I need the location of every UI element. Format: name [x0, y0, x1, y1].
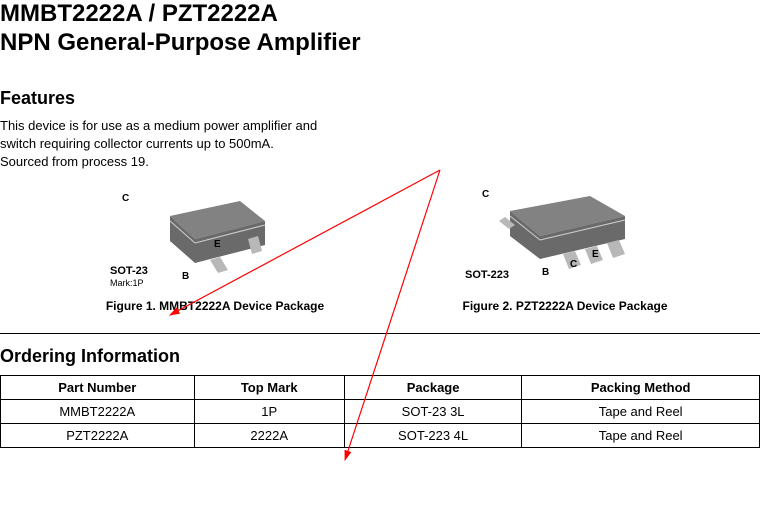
- sot23-label: SOT-23 Mark:1P: [110, 265, 148, 289]
- pin-collector-label: C: [122, 193, 129, 204]
- sot23-mark: Mark:1P: [110, 278, 144, 288]
- pin-base-label: B: [182, 271, 189, 282]
- package-figures: C E B SOT-23 Mark:1P Figure 1. MMBT2222A…: [100, 181, 760, 313]
- col-part-number: Part Number: [1, 376, 195, 400]
- section-divider: [0, 333, 760, 334]
- package-sot23: C E B SOT-23 Mark:1P Figure 1. MMBT2222A…: [100, 181, 330, 313]
- table-row: MMBT2222A 1P SOT-23 3L Tape and Reel: [1, 400, 760, 424]
- cell: SOT-23 3L: [344, 400, 521, 424]
- pin-collector-label-2: C: [482, 189, 489, 200]
- page-title-line1: MMBT2222A / PZT2222A: [0, 0, 760, 29]
- features-text: This device is for use as a medium power…: [0, 117, 320, 172]
- col-package: Package: [344, 376, 521, 400]
- col-packing-method: Packing Method: [522, 376, 760, 400]
- table-row: PZT2222A 2222A SOT-223 4L Tape and Reel: [1, 424, 760, 448]
- pin-collector-label-3: C: [570, 259, 577, 270]
- page-title-line2: NPN General-Purpose Amplifier: [0, 29, 760, 58]
- pin-base-label-2: B: [542, 267, 549, 278]
- sot23-name: SOT-23: [110, 265, 148, 277]
- cell: PZT2222A: [1, 424, 195, 448]
- cell: 1P: [194, 400, 344, 424]
- cell: Tape and Reel: [522, 400, 760, 424]
- pin-emitter-label: E: [214, 239, 221, 250]
- cell: SOT-223 4L: [344, 424, 521, 448]
- ordering-heading: Ordering Information: [0, 346, 760, 367]
- sot223-label: SOT-223: [465, 269, 509, 281]
- col-top-mark: Top Mark: [194, 376, 344, 400]
- ordering-table: Part Number Top Mark Package Packing Met…: [0, 375, 760, 448]
- sot223-icon: [485, 181, 645, 281]
- features-heading: Features: [0, 88, 760, 109]
- cell: 2222A: [194, 424, 344, 448]
- table-header-row: Part Number Top Mark Package Packing Met…: [1, 376, 760, 400]
- pin-emitter-label-2: E: [592, 249, 599, 260]
- package-sot223: C E C B SOT-223 Figure 2. PZT2222A Devic…: [450, 181, 680, 313]
- figure1-caption: Figure 1. MMBT2222A Device Package: [100, 299, 330, 313]
- figure2-caption: Figure 2. PZT2222A Device Package: [450, 299, 680, 313]
- cell: MMBT2222A: [1, 400, 195, 424]
- cell: Tape and Reel: [522, 424, 760, 448]
- sot223-name: SOT-223: [465, 269, 509, 281]
- sot23-icon: [150, 181, 280, 281]
